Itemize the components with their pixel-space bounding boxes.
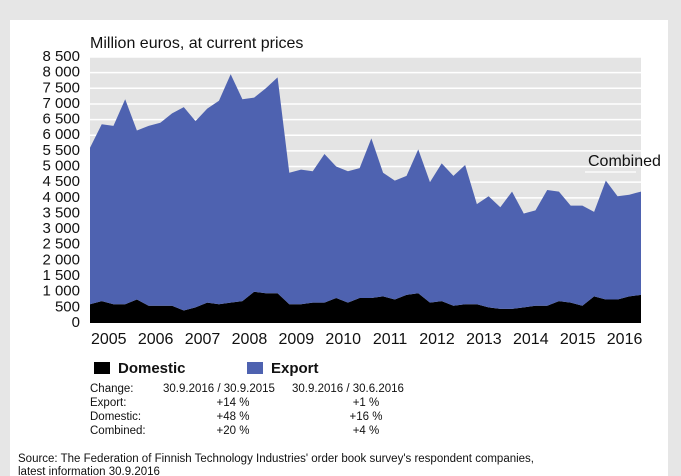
y-tick-label: 7 500	[42, 79, 80, 96]
y-tick-label: 1 500	[42, 267, 80, 284]
x-tick-label: 2008	[232, 331, 268, 348]
y-tick-label: 4 000	[42, 189, 80, 206]
x-tick-label: 2015	[560, 331, 596, 348]
y-tick-label: 6 000	[42, 126, 80, 143]
legend-swatch	[247, 362, 263, 374]
table-cell: Export:	[90, 397, 126, 409]
legend-swatch	[94, 362, 110, 374]
legend-label: Export	[271, 360, 319, 377]
y-tick-label: 8 500	[42, 48, 80, 65]
table-cell: Domestic:	[90, 411, 141, 423]
y-tick-label: 500	[55, 298, 80, 315]
table-cell: +1 %	[353, 397, 380, 409]
table-header: 30.9.2016 / 30.6.2016	[292, 383, 404, 395]
x-tick-label: 2014	[513, 331, 549, 348]
y-tick-label: 3 000	[42, 220, 80, 237]
table-cell: +14 %	[217, 397, 250, 409]
x-tick-label: 2016	[607, 331, 643, 348]
y-tick-label: 5 500	[42, 142, 80, 159]
y-tick-label: 1 000	[42, 283, 80, 300]
table-cell: +16 %	[350, 411, 383, 423]
y-tick-label: 4 500	[42, 173, 80, 190]
area	[90, 291, 641, 323]
legend-label: Domestic	[118, 360, 186, 377]
y-tick-label: 8 000	[42, 64, 80, 81]
y-tick-label: 0	[72, 314, 80, 331]
x-tick-label: 2012	[419, 331, 455, 348]
x-tick-label: 2013	[466, 331, 502, 348]
x-tick-label: 2005	[91, 331, 127, 348]
y-tick-label: 7 000	[42, 95, 80, 112]
x-tick-label: 2007	[185, 331, 221, 348]
x-tick-label: 2006	[138, 331, 174, 348]
x-tick-label: 2010	[325, 331, 361, 348]
y-axis-label: Million euros, at current prices	[90, 35, 303, 52]
annotation: Combined	[588, 153, 661, 170]
table-cell: +4 %	[353, 425, 380, 437]
source: latest information 30.9.2016	[18, 466, 160, 476]
table-cell: +20 %	[217, 425, 250, 437]
table-cell: Combined:	[90, 425, 146, 437]
y-tick-label: 2 500	[42, 236, 80, 253]
x-tick-label: 2009	[279, 331, 315, 348]
y-tick-label: 3 500	[42, 204, 80, 221]
table-header: Change:	[90, 383, 133, 395]
y-tick-label: 5 000	[42, 157, 80, 174]
x-tick-label: 2011	[373, 331, 408, 348]
source: Source: The Federation of Finnish Techno…	[18, 453, 534, 465]
table-header: 30.9.2016 / 30.9.2015	[163, 383, 275, 395]
area	[90, 74, 641, 311]
y-tick-label: 6 500	[42, 111, 80, 128]
table-cell: +48 %	[217, 411, 250, 423]
y-tick-label: 2 000	[42, 251, 80, 268]
